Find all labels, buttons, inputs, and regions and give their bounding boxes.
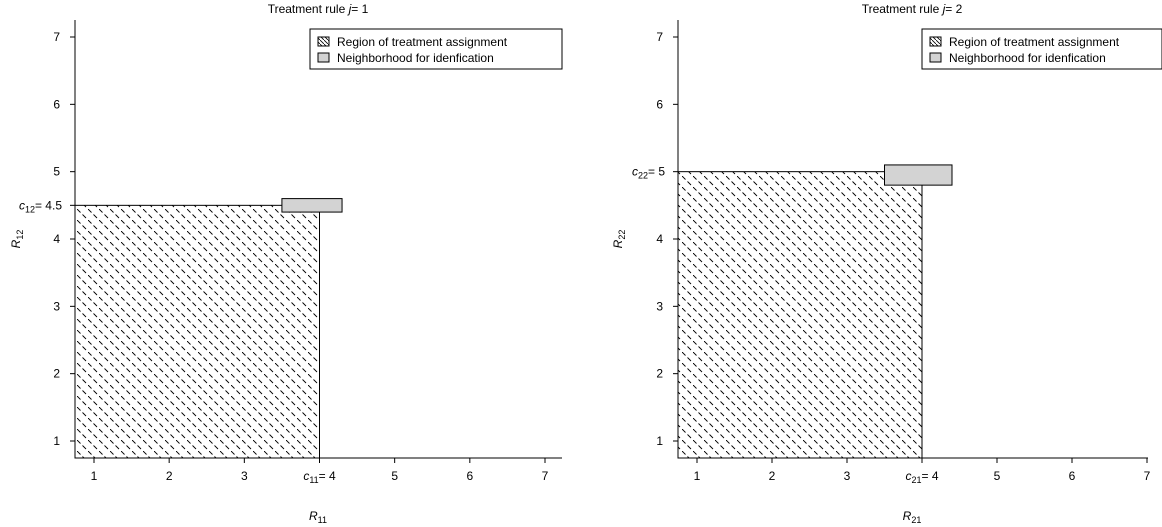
neighborhood-rect [281, 198, 343, 213]
y-tick-label: 6 [53, 97, 60, 111]
x-axis-label: R11 [309, 509, 327, 525]
title-prefix: Treatment rule [862, 2, 943, 16]
chart-title: Treatment rule j= 1 [268, 2, 369, 16]
cutoff-y-var: c [632, 165, 638, 179]
y-cutoff-label: c22= 5 [632, 165, 665, 181]
cutoff-y-sub: 22 [638, 171, 648, 181]
y-tick-label: 2 [656, 367, 663, 381]
cutoff-x-value: = 4 [922, 469, 939, 483]
cutoff-y-value: = 4.5 [35, 198, 62, 212]
ylabel-sub: 12 [15, 230, 25, 240]
title-var: j [941, 2, 946, 16]
x-tick-label: 1 [694, 469, 701, 483]
cutoff-y-var: c [19, 198, 25, 212]
legend-entry-label: Neighborhood for idenfication [949, 51, 1106, 65]
cutoff-y-value: = 5 [648, 165, 665, 179]
cutoff-x-sub: 21 [911, 475, 921, 485]
x-tick-label: 3 [241, 469, 248, 483]
x-tick-label: 2 [769, 469, 776, 483]
legend-hatched-swatch [317, 36, 330, 47]
x-cutoff-label: c21= 4 [905, 469, 938, 485]
y-tick-label: 1 [656, 434, 663, 448]
cutoff-y-sub: 12 [25, 204, 35, 214]
title-var: j [347, 2, 352, 16]
cutoff-x-var: c [905, 469, 911, 483]
x-tick-label: 6 [1069, 469, 1076, 483]
x-tick-label: 7 [1144, 469, 1151, 483]
cutoff-x-value: = 4 [319, 469, 336, 483]
y-tick-label: 7 [53, 30, 60, 44]
y-tick-label: 4 [656, 232, 663, 246]
title-suffix: = 2 [945, 2, 962, 16]
ylabel-main: R [9, 239, 23, 248]
xlabel-sub: 21 [911, 515, 921, 525]
title-suffix: = 1 [351, 2, 368, 16]
x-tick-label: 5 [994, 469, 1001, 483]
x-tick-label: 6 [466, 469, 473, 483]
legend-box [921, 28, 1162, 70]
title-prefix: Treatment rule [268, 2, 349, 16]
x-tick-label: 2 [166, 469, 173, 483]
legend-entry-label: Neighborhood for idenfication [337, 51, 494, 65]
treatment-region [74, 204, 320, 459]
y-tick-label: 4 [53, 232, 60, 246]
x-tick-label: 1 [91, 469, 98, 483]
x-tick-label: 3 [844, 469, 851, 483]
legend-gray-swatch [317, 52, 330, 63]
y-tick-label: 1 [53, 434, 60, 448]
x-tick-label: 5 [391, 469, 398, 483]
legend-hatched-swatch [929, 36, 942, 47]
xlabel-main: R [903, 509, 912, 523]
chart-title: Treatment rule j= 2 [862, 2, 963, 16]
y-tick-label: 6 [656, 97, 663, 111]
legend-gray-swatch [929, 52, 942, 63]
legend: Region of treatment assignment Neighborho… [921, 28, 1162, 70]
y-tick-label: 5 [53, 165, 60, 179]
cutoff-x-var: c [303, 469, 309, 483]
xlabel-main: R [309, 509, 318, 523]
y-tick-label: 7 [656, 30, 663, 44]
x-tick-label: 7 [542, 469, 549, 483]
y-tick-label: 3 [656, 299, 663, 313]
y-axis-label: R22 [611, 230, 627, 249]
treatment-region [677, 171, 923, 459]
x-axis-label: R21 [903, 509, 922, 525]
legend: Region of treatment assignment Neighborho… [309, 28, 563, 70]
cutoff-x-sub: 11 [309, 475, 318, 485]
y-cutoff-label: c12= 4.5 [19, 198, 62, 214]
x-cutoff-label: c11= 4 [303, 469, 336, 485]
legend-entry-label: Region of treatment assignment [949, 35, 1120, 49]
y-tick-label: 3 [53, 299, 60, 313]
ylabel-main: R [611, 239, 625, 248]
y-axis-label: R12 [9, 230, 25, 249]
y-tick-label: 2 [53, 367, 60, 381]
legend-box [309, 28, 563, 70]
xlabel-sub: 11 [318, 515, 327, 525]
ylabel-sub: 22 [617, 230, 627, 240]
legend-entry-label: Region of treatment assignment [337, 35, 508, 49]
neighborhood-rect [884, 164, 953, 186]
